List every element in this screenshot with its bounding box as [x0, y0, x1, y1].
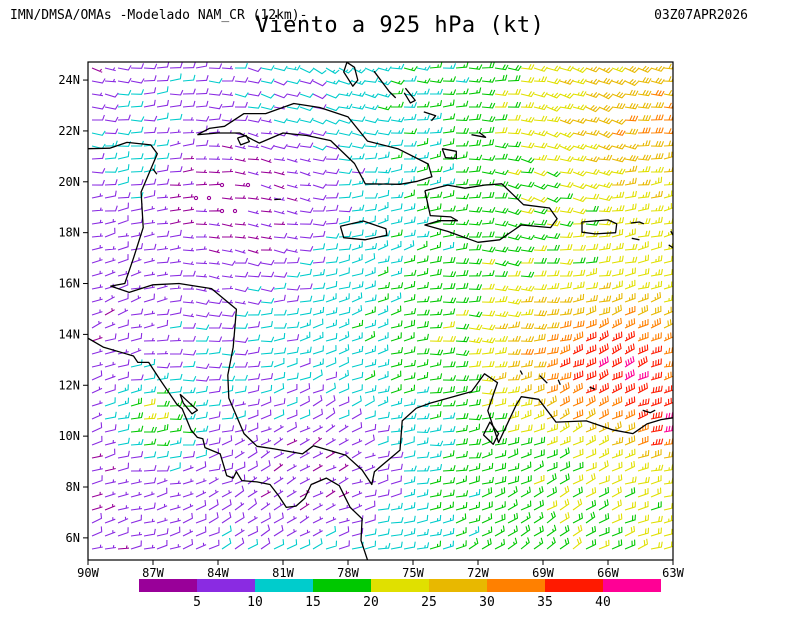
coastline	[274, 198, 281, 201]
coastline	[403, 87, 416, 104]
lat-label: 8N	[66, 480, 80, 494]
legend-value: 25	[421, 595, 437, 610]
wind-barbs	[91, 62, 481, 550]
coastline	[423, 111, 437, 122]
coastline	[631, 237, 640, 241]
legend-swatch	[487, 579, 545, 592]
coastline	[589, 386, 596, 390]
lon-label: 63W	[662, 566, 684, 580]
wind-barbs	[520, 89, 673, 446]
coastline	[471, 131, 487, 138]
coastline	[539, 375, 548, 384]
lon-label: 78W	[337, 566, 359, 580]
lat-label: 10N	[58, 429, 80, 443]
legend-value: 40	[595, 595, 611, 610]
lat-label: 16N	[58, 277, 80, 291]
axes: 24N 22N 20N 18N 16N 14N 12N 10N 8N 6N 90W 87W 84W 81W…	[58, 73, 684, 580]
lon-label: 84W	[207, 566, 229, 580]
coastline	[339, 220, 388, 241]
lat-label: 18N	[58, 226, 80, 240]
coastline	[88, 141, 673, 486]
legend-value: 20	[363, 595, 379, 610]
legend-value: 10	[247, 595, 263, 610]
coastline	[557, 379, 561, 386]
lon-label: 66W	[597, 566, 619, 580]
lon-label: 90W	[77, 566, 99, 580]
coastline	[152, 168, 158, 175]
legend-value: 35	[537, 595, 553, 610]
lon-label: 81W	[272, 566, 294, 580]
lat-label: 6N	[66, 531, 80, 545]
coastline	[482, 421, 500, 445]
wind-barbs	[130, 62, 662, 550]
coastlines	[88, 62, 673, 560]
lon-label: 87W	[142, 566, 164, 580]
coastline	[236, 134, 251, 146]
wind-barbs	[598, 356, 673, 433]
legend-swatch	[603, 579, 661, 592]
lon-label: 75W	[402, 566, 424, 580]
coastline	[197, 102, 433, 185]
legend-swatch	[197, 579, 255, 592]
coastline	[88, 337, 369, 560]
legend-swatch	[429, 579, 487, 592]
coastline	[424, 183, 558, 243]
lat-label: 12N	[58, 378, 80, 392]
map-frame	[87, 61, 674, 561]
wind-barbs	[91, 62, 404, 550]
lat-label: 22N	[58, 124, 80, 138]
legend-swatch	[545, 579, 603, 592]
legend-value: 15	[305, 595, 321, 610]
lon-label: 72W	[467, 566, 489, 580]
wind-barbs-layer	[91, 62, 673, 550]
lat-label: 14N	[58, 327, 80, 341]
wind-barbs	[494, 63, 673, 459]
coastline	[519, 370, 523, 375]
legend-value: 5	[193, 595, 201, 610]
wind-barbs	[143, 63, 673, 550]
legend-swatch	[371, 579, 429, 592]
wind-barbs	[91, 67, 350, 550]
map-title: Viento a 925 hPa (kt)	[255, 13, 545, 38]
legend: 5 10 15 20 25 30 35 40	[139, 579, 661, 610]
legend-swatch	[255, 579, 313, 592]
coastline	[179, 393, 199, 415]
wind-barbs	[559, 330, 673, 446]
run-datetime: 03Z07APR2026	[654, 8, 748, 23]
coastline	[642, 409, 656, 414]
legend-swatch	[139, 579, 197, 592]
coastline	[373, 70, 397, 99]
legend-value: 30	[479, 595, 495, 610]
coastline	[441, 148, 457, 160]
lat-label: 20N	[58, 175, 80, 189]
coastline	[581, 219, 618, 235]
coastline	[630, 221, 645, 225]
model-label: IMN/DMSA/OMAs -Modelado NAM_CR (12km)-	[10, 8, 308, 23]
coastline	[668, 244, 673, 249]
coastline	[343, 62, 359, 87]
lat-label: 24N	[58, 73, 80, 87]
legend-swatch	[313, 579, 371, 592]
lon-label: 69W	[532, 566, 554, 580]
